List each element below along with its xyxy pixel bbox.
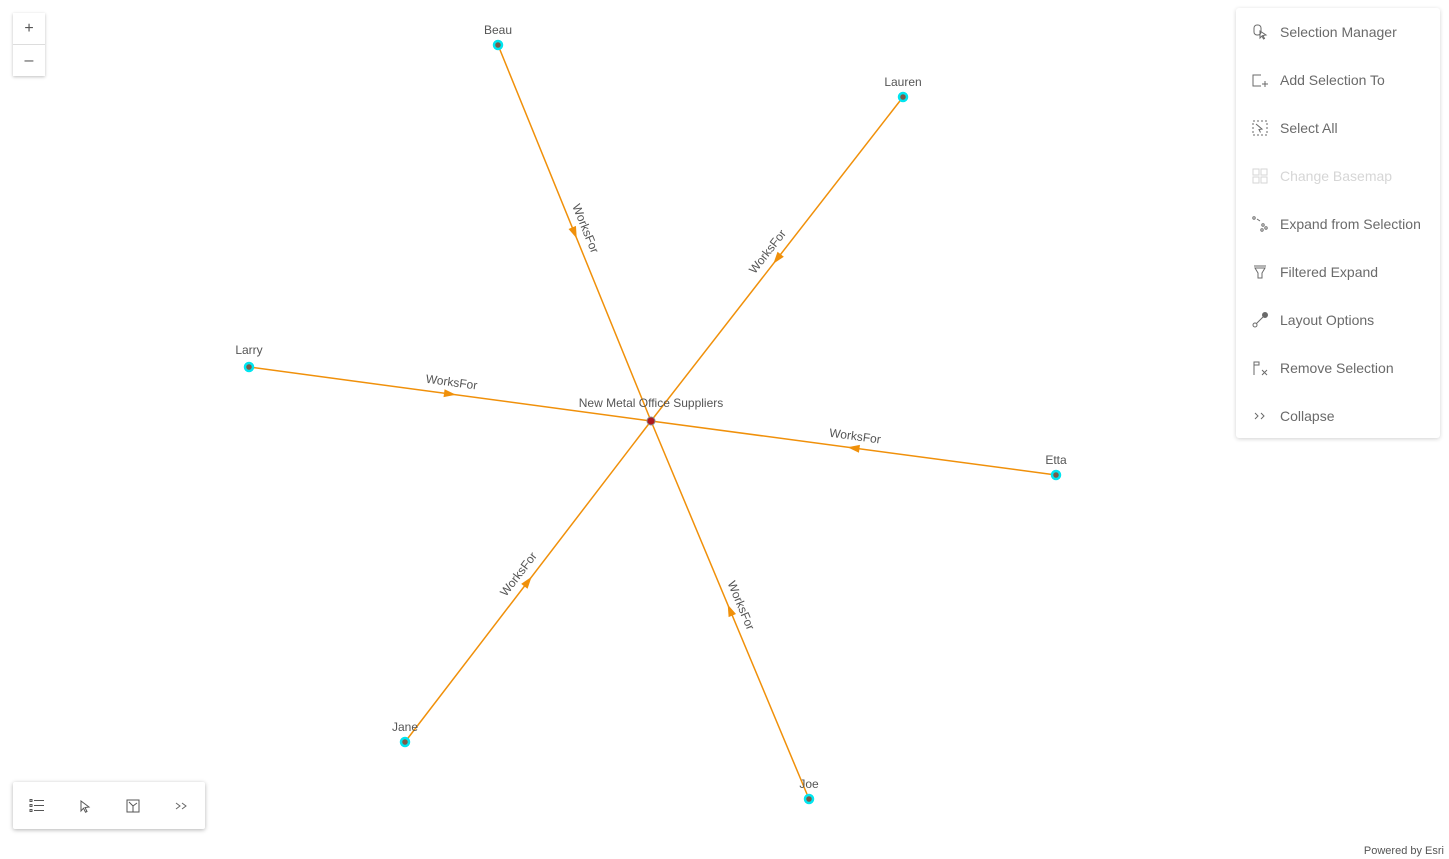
entity-node[interactable]: [243, 361, 255, 373]
entity-node[interactable]: [1050, 469, 1062, 481]
menu-item-label: Selection Manager: [1280, 24, 1397, 40]
center-node-label: New Metal Office Suppliers: [579, 396, 724, 410]
filter-icon: [1252, 264, 1268, 280]
menu-item-collapse[interactable]: Collapse: [1236, 392, 1440, 440]
edge-arrow: [727, 604, 737, 618]
menu-item-label: Change Basemap: [1280, 168, 1393, 184]
bottom-toolbar: [13, 782, 205, 829]
action-menu: Selection Manager Add Selection To Select …: [1236, 8, 1440, 438]
zoom-in-button[interactable]: +: [24, 19, 34, 37]
basemap-icon: [1252, 168, 1268, 184]
edge-arrow: [568, 225, 577, 239]
node-label: Larry: [235, 343, 262, 357]
menu-item-select-all[interactable]: Select All: [1236, 104, 1440, 152]
add-selection-icon: [1252, 72, 1268, 88]
menu-item-label: Layout Options: [1280, 312, 1375, 328]
menu-item-label: Remove Selection: [1280, 360, 1394, 376]
expand-chevrons-icon[interactable]: [169, 794, 193, 818]
menu-item-add-selection-to[interactable]: Add Selection To: [1236, 56, 1440, 104]
center-node[interactable]: [646, 416, 656, 426]
entity-node[interactable]: [897, 91, 909, 103]
menu-item-expand-from-selection[interactable]: Expand from Selection: [1236, 200, 1440, 248]
menu-item-selection-manager[interactable]: Selection Manager: [1236, 8, 1440, 56]
edge-arrow: [847, 444, 860, 453]
menu-item-label: Add Selection To: [1280, 72, 1385, 88]
edge-label: WorksFor: [828, 426, 881, 447]
menu-item-label: Select All: [1280, 120, 1338, 136]
edge-label: WorksFor: [725, 579, 758, 632]
legend-list-icon[interactable]: [25, 794, 49, 818]
node-label: Lauren: [884, 75, 921, 89]
selection-manager-icon: [1252, 24, 1268, 40]
edge-arrow: [521, 576, 532, 589]
entity-node[interactable]: [492, 39, 504, 51]
zoom-control: + –: [13, 13, 45, 76]
menu-item-label: Collapse: [1280, 408, 1335, 424]
zoom-out-button[interactable]: –: [13, 44, 45, 76]
node-label: Jane: [392, 720, 418, 734]
node-label: Joe: [799, 777, 819, 791]
menu-item-label: Expand from Selection: [1280, 216, 1421, 232]
menu-item-filtered-expand[interactable]: Filtered Expand: [1236, 248, 1440, 296]
edge-arrow: [443, 389, 456, 398]
menu-item-layout-options[interactable]: Layout Options: [1236, 296, 1440, 344]
entity-node[interactable]: [399, 736, 411, 748]
select-all-icon: [1252, 120, 1268, 136]
menu-item-change-basemap: Change Basemap: [1236, 152, 1440, 200]
esri-attribution: Powered by Esri: [1363, 845, 1444, 857]
layout-icon: [1252, 312, 1268, 328]
node-label: Beau: [484, 23, 512, 37]
menu-item-remove-selection[interactable]: Remove Selection: [1236, 344, 1440, 392]
expand-icon: [1252, 216, 1268, 232]
edge-label: WorksFor: [425, 372, 478, 393]
entity-node[interactable]: [803, 793, 815, 805]
menu-item-label: Filtered Expand: [1280, 264, 1379, 280]
select-cursor-icon[interactable]: [73, 794, 97, 818]
edge-arrow: [773, 251, 784, 264]
node-label: Etta: [1045, 453, 1067, 467]
remove-selection-icon: [1252, 360, 1268, 376]
layout-icon[interactable]: [121, 794, 145, 818]
collapse-icon: [1252, 408, 1268, 424]
